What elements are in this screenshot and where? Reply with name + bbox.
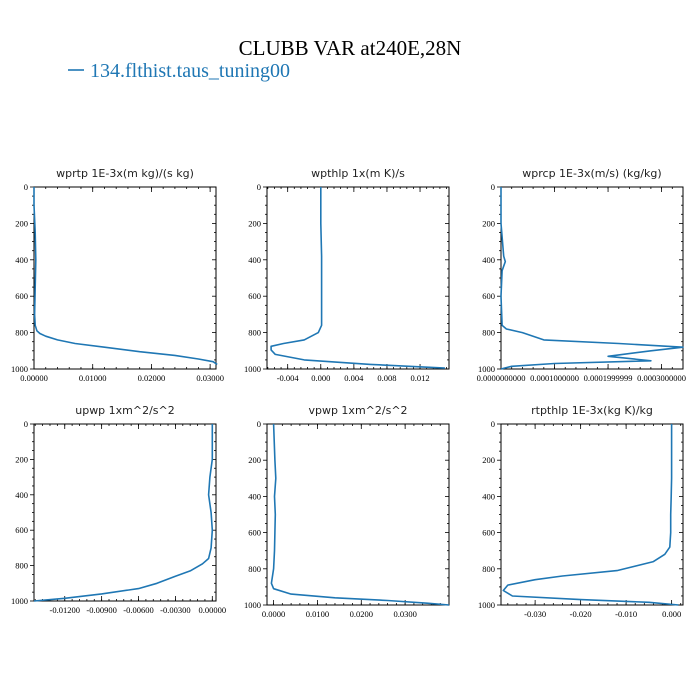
series-line — [33, 187, 218, 366]
y-tick-label: 800 — [482, 328, 495, 338]
y-tick-label: 800 — [15, 328, 28, 338]
x-tick-label: -0.01200 — [50, 605, 80, 615]
series-line — [502, 424, 679, 606]
x-tick-label: -0.020 — [570, 609, 592, 619]
y-tick-label: 200 — [248, 455, 261, 465]
y-tick-label: 400 — [15, 490, 28, 500]
x-tick-label: -0.030 — [524, 609, 546, 619]
y-tick-label: 600 — [15, 525, 28, 535]
x-tick-label: 0.02000 — [138, 373, 166, 383]
y-tick-label: 600 — [482, 528, 495, 538]
x-tick-label: 0.000 — [662, 609, 681, 619]
panel-title: rtpthlp 1E-3x(kg K)/kg — [531, 404, 653, 417]
axis-frame — [33, 186, 217, 370]
panel-title: wpthlp 1x(m K)/s — [311, 167, 405, 180]
legend-label: 134.flthist.taus_tuning00 — [90, 60, 290, 82]
y-tick-label: 400 — [248, 255, 261, 265]
x-tick-label: 0.012 — [410, 373, 429, 383]
axis-frame — [33, 423, 217, 602]
x-tick-label: -0.010 — [615, 609, 637, 619]
y-tick-label: 200 — [15, 454, 28, 464]
panel-title: vpwp 1xm^2/s^2 — [308, 404, 407, 417]
chart-panel-1: wprtp 1E-3x(m kg)/(s kg) 0 200 400 600 800 100… — [11, 167, 224, 383]
chart-panel-5: vpwp 1xm^2/s^2 0 200 400 600 800 10000.0000 0.0… — [244, 404, 450, 619]
x-tick-label: 0.0200 — [350, 609, 373, 619]
panels: wprtp 1E-3x(m kg)/(s kg) 0 200 400 600 800 100… — [11, 167, 686, 619]
y-tick-label: 800 — [482, 564, 495, 574]
series-line — [500, 187, 684, 370]
y-tick-label: 0 — [491, 419, 495, 429]
x-tick-label: 0.01000 — [79, 373, 107, 383]
y-tick-label: 1000 — [478, 364, 495, 374]
y-tick-label: 400 — [482, 491, 495, 501]
x-tick-label: 0.0100 — [306, 609, 329, 619]
y-tick-label: 800 — [15, 561, 28, 571]
series-line — [270, 187, 445, 369]
x-tick-label: 0.0000000000 — [477, 373, 526, 383]
series-line — [33, 424, 214, 602]
x-tick-label: 0.0300 — [393, 609, 416, 619]
x-tick-label: 0.03000 — [196, 373, 224, 383]
panel-title: wprcp 1E-3x(m/s) (kg/kg) — [522, 167, 661, 180]
x-tick-label: -0.00300 — [160, 605, 190, 615]
y-tick-label: 0 — [257, 419, 261, 429]
y-tick-label: 400 — [482, 255, 495, 265]
x-tick-label: -0.00600 — [123, 605, 153, 615]
y-tick-label: 0 — [257, 182, 261, 192]
x-tick-label: -0.004 — [277, 373, 300, 383]
panel-title: upwp 1xm^2/s^2 — [75, 404, 175, 417]
y-tick-label: 600 — [482, 291, 495, 301]
y-tick-label: 600 — [248, 528, 261, 538]
y-tick-label: 0 — [24, 419, 28, 429]
y-tick-label: 0 — [24, 182, 28, 192]
axis-frame — [500, 423, 684, 606]
legend: 134.flthist.taus_tuning00 — [68, 60, 290, 82]
y-tick-label: 0 — [491, 182, 495, 192]
y-tick-label: 1000 — [11, 364, 28, 374]
y-tick-label: 1000 — [244, 600, 261, 610]
y-tick-label: 200 — [482, 455, 495, 465]
y-tick-label: 200 — [248, 218, 261, 228]
y-tick-label: 800 — [248, 328, 261, 338]
x-tick-label: 0.0001000000 — [530, 373, 579, 383]
y-tick-label: 600 — [248, 291, 261, 301]
chart-panel-4: upwp 1xm^2/s^202004006008001000-0.01200-… — [11, 404, 226, 615]
y-tick-label: 200 — [15, 218, 28, 228]
chart-panel-3: wprcp 1E-3x(m/s) (kg/kg) 0 200 400 600 800 100… — [477, 167, 686, 383]
y-tick-label: 1000 — [11, 596, 28, 606]
x-tick-label: 0.008 — [377, 373, 396, 383]
figure-title: CLUBB VAR at240E,28N — [239, 36, 462, 60]
y-tick-label: 400 — [15, 255, 28, 265]
y-tick-label: 1000 — [478, 600, 495, 610]
x-tick-label: 0.0003000000 — [637, 373, 686, 383]
panel-title: wprtp 1E-3x(m kg)/(s kg) — [56, 167, 194, 180]
y-tick-label: 600 — [15, 291, 28, 301]
x-tick-label: 0.00000 — [198, 605, 226, 615]
chart-panel-6: rtpthlp 1E-3x(kg K)/kg 0 200 400 600 800 1000 -… — [478, 404, 684, 619]
y-tick-label: 800 — [248, 564, 261, 574]
x-tick-label: -0.00900 — [86, 605, 116, 615]
x-tick-label: 0.000 — [311, 373, 330, 383]
x-tick-label: 0.0000 — [262, 609, 285, 619]
series-line — [270, 423, 450, 606]
y-tick-label: 400 — [248, 491, 261, 501]
x-tick-label: 0.004 — [344, 373, 364, 383]
y-tick-label: 1000 — [244, 364, 261, 374]
y-tick-label: 200 — [482, 218, 495, 228]
axis-frame — [266, 423, 450, 606]
x-tick-label: 0.0001999999 — [584, 373, 633, 383]
x-tick-label: 0.00000 — [20, 373, 48, 383]
chart-panel-2: wpthlp 1x(m K)/s 0 200 400 600 800 1000 -0.004 0… — [244, 167, 450, 383]
